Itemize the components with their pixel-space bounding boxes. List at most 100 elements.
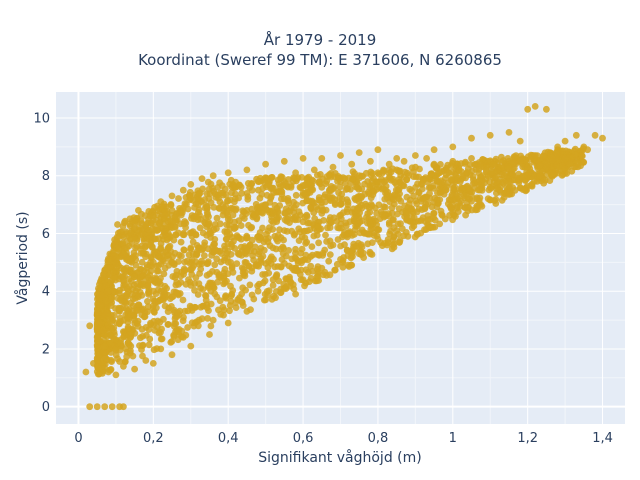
data-point: [273, 204, 281, 212]
data-point: [548, 154, 556, 162]
data-point: [244, 180, 252, 187]
data-point: [99, 326, 107, 334]
data-point: [248, 186, 256, 194]
data-point: [553, 161, 560, 169]
data-point: [246, 241, 254, 249]
data-point: [236, 274, 243, 282]
data-point: [149, 287, 157, 295]
data-point: [231, 223, 239, 231]
data-point: [206, 230, 213, 237]
data-point: [449, 157, 457, 165]
data-point: [292, 191, 300, 199]
data-point: [335, 224, 343, 232]
data-point: [164, 321, 172, 328]
data-point: [235, 217, 243, 225]
data-point: [516, 157, 524, 165]
data-point: [318, 183, 326, 191]
data-point: [290, 204, 298, 212]
data-point: [403, 176, 411, 184]
data-point: [531, 103, 539, 110]
data-point: [528, 182, 535, 189]
data-point: [331, 196, 339, 203]
data-point: [160, 270, 168, 278]
data-point: [127, 235, 135, 243]
data-point: [138, 258, 146, 266]
data-point: [195, 280, 203, 288]
data-point: [336, 183, 344, 191]
data-point: [111, 288, 118, 295]
data-point: [124, 318, 132, 326]
data-point: [494, 166, 502, 174]
data-point: [349, 253, 356, 260]
data-point: [145, 208, 153, 215]
data-point: [431, 216, 439, 224]
data-point: [172, 271, 180, 279]
data-point: [388, 204, 396, 212]
data-point: [468, 155, 475, 162]
x-tick-label: 1,4: [592, 431, 613, 446]
data-point: [379, 184, 387, 192]
data-point: [194, 322, 202, 330]
data-point: [108, 325, 116, 333]
data-point: [301, 282, 308, 290]
data-point: [146, 271, 154, 279]
chart-title: År 1979 - 2019: [263, 31, 377, 49]
data-point: [271, 263, 279, 271]
data-point: [94, 290, 101, 298]
data-point: [299, 189, 307, 197]
data-point: [286, 275, 293, 283]
data-point: [256, 229, 264, 236]
data-point: [358, 193, 366, 200]
data-point: [264, 264, 272, 271]
data-point: [479, 172, 487, 180]
data-point: [187, 342, 195, 350]
data-point: [224, 197, 231, 205]
data-point: [243, 308, 251, 315]
data-point: [469, 173, 477, 181]
data-point: [156, 220, 164, 227]
data-point: [339, 263, 347, 271]
data-point: [261, 277, 269, 285]
data-point: [187, 181, 195, 188]
data-point: [543, 105, 550, 113]
data-point: [351, 214, 358, 222]
data-point: [517, 184, 524, 192]
data-point: [381, 203, 389, 211]
data-point: [496, 187, 504, 194]
data-point: [195, 260, 203, 268]
data-point: [193, 242, 201, 249]
data-point: [104, 264, 112, 272]
data-point: [333, 218, 341, 225]
data-point: [561, 155, 569, 162]
data-point: [142, 276, 150, 284]
data-point: [468, 134, 475, 142]
y-tick-label: 10: [33, 111, 50, 126]
data-point: [300, 227, 308, 235]
data-point: [221, 185, 229, 193]
data-point: [561, 165, 569, 173]
data-point: [377, 178, 385, 186]
data-point: [174, 229, 182, 237]
data-point: [505, 178, 513, 185]
data-point: [374, 146, 382, 154]
data-point: [396, 237, 404, 244]
data-point: [308, 243, 316, 251]
data-point: [333, 260, 341, 268]
data-point: [504, 163, 512, 171]
data-point: [107, 302, 115, 309]
data-point: [450, 185, 457, 193]
data-point: [155, 297, 163, 305]
data-point: [161, 302, 169, 310]
data-point: [217, 189, 225, 197]
data-point: [216, 179, 224, 187]
data-point: [199, 286, 207, 293]
data-point: [450, 211, 457, 219]
data-point: [540, 179, 548, 187]
data-point: [326, 187, 333, 195]
data-point: [486, 183, 494, 191]
data-point: [172, 218, 180, 226]
data-point: [404, 204, 412, 211]
data-point: [262, 160, 269, 168]
x-tick-labels: 0 0,2 0,4 0,6 0,8 1 1,2 1,4: [74, 431, 613, 446]
data-point: [275, 180, 283, 188]
